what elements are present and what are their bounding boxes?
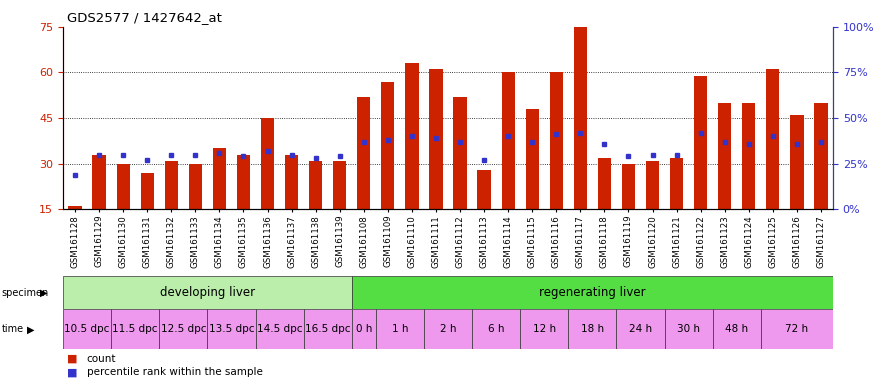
Bar: [352, 309, 376, 349]
Bar: [261, 118, 274, 209]
Text: time: time: [2, 324, 24, 334]
Bar: [574, 27, 587, 209]
Text: 30 h: 30 h: [677, 324, 700, 334]
Bar: [357, 97, 370, 209]
Bar: [569, 309, 616, 349]
Text: 48 h: 48 h: [725, 324, 748, 334]
Text: 24 h: 24 h: [629, 324, 652, 334]
Text: 14.5 dpc: 14.5 dpc: [257, 324, 303, 334]
Text: 0 h: 0 h: [355, 324, 372, 334]
Bar: [63, 276, 352, 309]
Bar: [189, 164, 202, 209]
Text: 16.5 dpc: 16.5 dpc: [305, 324, 350, 334]
Bar: [694, 76, 707, 209]
Bar: [718, 103, 732, 209]
Bar: [713, 309, 761, 349]
Text: 12 h: 12 h: [533, 324, 556, 334]
Bar: [405, 63, 418, 209]
Text: ■: ■: [67, 354, 78, 364]
Text: ▶: ▶: [27, 324, 35, 334]
Bar: [63, 309, 111, 349]
Bar: [742, 103, 755, 209]
Bar: [309, 161, 322, 209]
Bar: [790, 115, 803, 209]
Bar: [473, 309, 520, 349]
Text: 72 h: 72 h: [786, 324, 808, 334]
Text: percentile rank within the sample: percentile rank within the sample: [87, 367, 262, 377]
Text: regenerating liver: regenerating liver: [539, 286, 646, 299]
Bar: [255, 309, 304, 349]
Bar: [550, 73, 563, 209]
Text: ▶: ▶: [40, 288, 48, 298]
Bar: [670, 157, 683, 209]
Bar: [598, 157, 611, 209]
Text: developing liver: developing liver: [160, 286, 255, 299]
Bar: [285, 154, 298, 209]
Text: 18 h: 18 h: [581, 324, 604, 334]
Text: 2 h: 2 h: [440, 324, 456, 334]
Bar: [376, 309, 424, 349]
Bar: [501, 73, 514, 209]
Bar: [159, 309, 207, 349]
Bar: [237, 154, 250, 209]
Bar: [352, 276, 833, 309]
Text: ■: ■: [67, 367, 78, 377]
Text: specimen: specimen: [2, 288, 49, 298]
Text: 11.5 dpc: 11.5 dpc: [112, 324, 158, 334]
Text: count: count: [87, 354, 116, 364]
Bar: [93, 154, 106, 209]
Bar: [213, 149, 226, 209]
Text: 6 h: 6 h: [488, 324, 504, 334]
Bar: [761, 309, 833, 349]
Text: 12.5 dpc: 12.5 dpc: [161, 324, 206, 334]
Bar: [453, 97, 466, 209]
Bar: [478, 170, 491, 209]
Bar: [116, 164, 130, 209]
Text: 1 h: 1 h: [392, 324, 408, 334]
Text: 10.5 dpc: 10.5 dpc: [65, 324, 109, 334]
Bar: [141, 173, 154, 209]
Bar: [304, 309, 352, 349]
Bar: [616, 309, 665, 349]
Text: GDS2577 / 1427642_at: GDS2577 / 1427642_at: [67, 12, 222, 25]
Bar: [111, 309, 159, 349]
Bar: [68, 206, 81, 209]
Bar: [520, 309, 569, 349]
Bar: [526, 109, 539, 209]
Bar: [646, 161, 659, 209]
Bar: [622, 164, 635, 209]
Bar: [333, 161, 346, 209]
Bar: [207, 309, 256, 349]
Bar: [382, 82, 395, 209]
Text: 13.5 dpc: 13.5 dpc: [209, 324, 255, 334]
Bar: [430, 70, 443, 209]
Bar: [815, 103, 828, 209]
Bar: [766, 70, 780, 209]
Bar: [665, 309, 713, 349]
Bar: [164, 161, 178, 209]
Bar: [424, 309, 473, 349]
